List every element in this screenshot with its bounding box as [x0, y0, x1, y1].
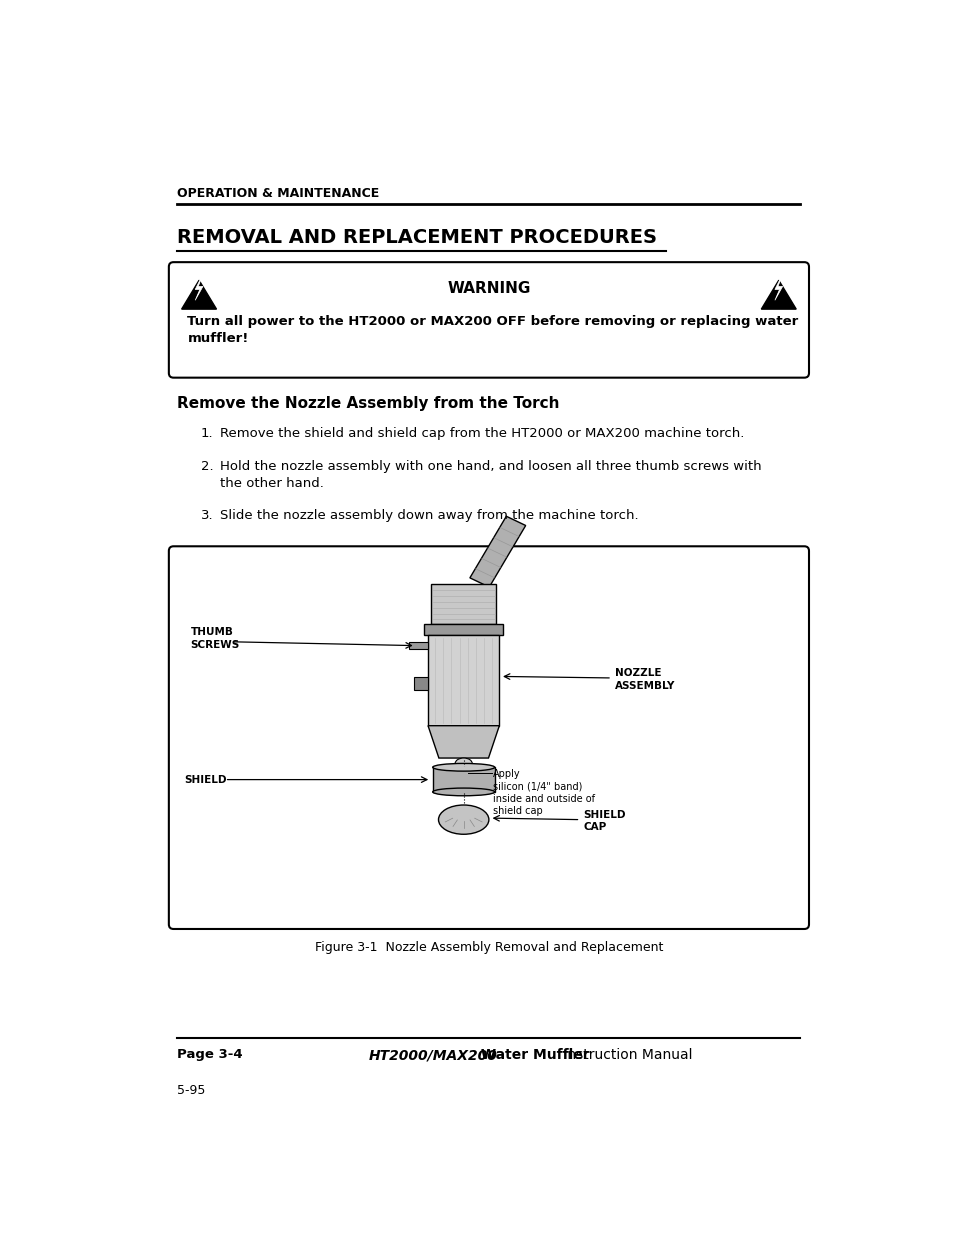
Polygon shape — [470, 516, 525, 587]
Text: Page 3-4: Page 3-4 — [177, 1049, 243, 1061]
Text: Water Muffler: Water Muffler — [476, 1049, 589, 1062]
Text: 5-95: 5-95 — [177, 1084, 206, 1097]
Polygon shape — [428, 726, 498, 758]
Polygon shape — [760, 280, 796, 309]
Text: Instruction Manual: Instruction Manual — [558, 1049, 692, 1062]
Text: 3.: 3. — [200, 509, 213, 521]
Text: SHIELD: SHIELD — [184, 774, 227, 784]
Text: Remove the shield and shield cap from the HT2000 or MAX200 machine torch.: Remove the shield and shield cap from th… — [220, 427, 743, 440]
Polygon shape — [431, 584, 496, 624]
Text: OPERATION & MAINTENANCE: OPERATION & MAINTENANCE — [177, 186, 379, 200]
FancyBboxPatch shape — [169, 262, 808, 378]
Ellipse shape — [438, 805, 488, 835]
Text: HT2000/MAX200: HT2000/MAX200 — [369, 1049, 497, 1062]
Text: WARNING: WARNING — [447, 280, 530, 295]
Polygon shape — [428, 635, 498, 726]
Text: Turn all power to the HT2000 or MAX200 OFF before removing or replacing water
mu: Turn all power to the HT2000 or MAX200 O… — [187, 315, 798, 345]
Text: 2.: 2. — [200, 461, 213, 473]
Text: Remove the Nozzle Assembly from the Torch: Remove the Nozzle Assembly from the Torc… — [177, 396, 559, 411]
Text: THUMB
SCREWS: THUMB SCREWS — [191, 627, 239, 650]
Text: 1.: 1. — [200, 427, 213, 440]
Ellipse shape — [433, 788, 495, 795]
Text: Slide the nozzle assembly down away from the machine torch.: Slide the nozzle assembly down away from… — [220, 509, 638, 521]
Text: REMOVAL AND REPLACEMENT PROCEDURES: REMOVAL AND REPLACEMENT PROCEDURES — [177, 228, 657, 247]
Polygon shape — [424, 624, 502, 635]
Text: NOZZLE
ASSEMBLY: NOZZLE ASSEMBLY — [615, 668, 675, 690]
Text: Hold the nozzle assembly with one hand, and loosen all three thumb screws with
t: Hold the nozzle assembly with one hand, … — [220, 461, 760, 490]
Text: SHIELD
CAP: SHIELD CAP — [583, 810, 625, 832]
Polygon shape — [414, 677, 428, 690]
Text: Apply
silicon (1/4" band)
inside and outside of
shield cap: Apply silicon (1/4" band) inside and out… — [493, 769, 595, 816]
FancyBboxPatch shape — [169, 546, 808, 929]
Polygon shape — [409, 642, 428, 650]
Polygon shape — [181, 280, 216, 309]
Polygon shape — [195, 274, 203, 300]
Text: Figure 3-1  Nozzle Assembly Removal and Replacement: Figure 3-1 Nozzle Assembly Removal and R… — [314, 941, 662, 955]
Ellipse shape — [433, 763, 495, 771]
Polygon shape — [433, 767, 495, 792]
Ellipse shape — [455, 758, 472, 769]
Polygon shape — [774, 274, 781, 300]
